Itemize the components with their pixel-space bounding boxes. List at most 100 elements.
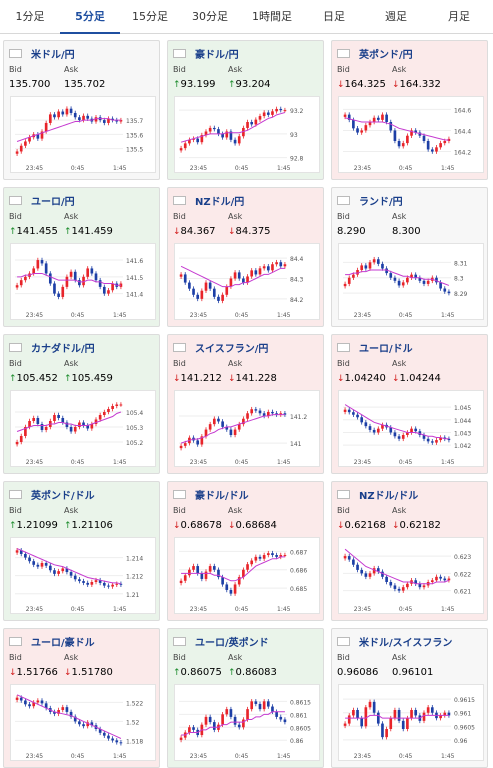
moving-average-line — [181, 711, 285, 736]
card-header: NZドル/円 — [173, 192, 244, 208]
x-tick-label: 0:45 — [235, 606, 249, 613]
card-header: ランド/円 — [337, 192, 403, 208]
tab-15min[interactable]: 15分足 — [132, 10, 168, 23]
rate-card[interactable]: 米ドル/スイスフラン Bid Ask 0.96086 0.96101 0.9615 0.96… — [331, 628, 488, 768]
candle — [229, 429, 233, 435]
y-tick-label: 1.045 — [454, 405, 471, 412]
moving-average-line — [180, 265, 285, 288]
rate-card[interactable]: ランド/円 Bid Ask 8.290 8.300 8.31 8.3 8.29 23:45 0:4… — [331, 187, 488, 327]
rate-card[interactable]: 英ポンド/ドル Bid Ask ↑1.21099 ↑1.21106 1.214 1.212 1… — [3, 481, 160, 621]
currency-pair-title[interactable]: 米ドル/スイスフラン — [359, 637, 453, 649]
rate-card[interactable]: ユーロ/円 Bid Ask ↑141.455 ↑141.459 141.6 141.5 141… — [3, 187, 160, 327]
candle — [447, 438, 451, 441]
candle — [111, 283, 114, 291]
rate-card[interactable]: 英ポンド/円 Bid Ask ↓164.325 ↓164.332 164.6 164.4 16… — [331, 40, 488, 180]
card-header: NZドル/ドル — [337, 486, 418, 502]
tab-5min[interactable]: 5分足 — [60, 0, 120, 34]
rate-card[interactable]: ユーロ/英ポンド Bid Ask ↑0.86075 ↑0.86083 0.8615 0.86… — [167, 628, 324, 768]
tab-1min[interactable]: 1分足 — [15, 10, 45, 23]
currency-pair-title[interactable]: ランド/円 — [359, 196, 403, 208]
moving-average-line — [180, 112, 286, 143]
currency-pair-title[interactable]: 豪ドル/円 — [195, 49, 239, 61]
tab-monthly[interactable]: 月足 — [448, 10, 470, 23]
rate-card[interactable]: 豪ドル/円 Bid Ask ↑93.199 ↑93.204 93.2 93 92.8 23:45… — [167, 40, 324, 180]
candle — [200, 573, 204, 579]
rate-card[interactable]: NZドル/ドル Bid Ask ↓0.62168 ↓0.62182 0.623 0.622 0… — [331, 481, 488, 621]
candle — [212, 418, 216, 425]
candle — [36, 260, 40, 269]
candle — [271, 411, 274, 414]
rate-card[interactable]: ユーロ/豪ドル Bid Ask ↓1.51766 ↓1.51780 1.522 1.52 1.… — [3, 628, 160, 768]
x-tick-label: 0:45 — [71, 606, 85, 613]
candle — [65, 707, 69, 712]
candle — [352, 412, 355, 415]
candle — [356, 414, 359, 418]
candlestick-chart: 1.522 1.52 1.518 23:45 0:45 1:45 — [15, 694, 143, 760]
currency-pair-title[interactable]: ユーロ/豪ドル — [31, 637, 95, 649]
tab-daily[interactable]: 日足 — [323, 10, 345, 23]
bid-value: 135.700 — [9, 79, 51, 90]
currency-pair-title[interactable]: 豪ドル/ドル — [195, 490, 249, 502]
candle — [397, 710, 401, 721]
candle — [283, 110, 287, 112]
rate-card[interactable]: カナダドル/円 Bid Ask ↑105.452 ↑105.459 105.4 105.3 1… — [3, 334, 160, 474]
candle — [200, 290, 204, 299]
candle — [368, 426, 372, 430]
rate-card[interactable]: 豪ドル/ドル Bid Ask ↓0.68678 ↓0.68684 0.687 0.686 0.… — [167, 481, 324, 621]
rate-card[interactable]: スイスフラン/円 Bid Ask ↓141.212 ↓141.228 141.2 141 23… — [167, 334, 324, 474]
rate-card[interactable]: NZドル/円 Bid Ask ↓84.367 ↓84.375 84.4 84.3 84.2 23… — [167, 187, 324, 327]
x-tick-label: 23:45 — [26, 606, 43, 613]
ask-value: 1.51780 — [71, 667, 113, 678]
mini-chart: 1.045 1.044 1.043 1.042 23:45 0:45 1:45 — [338, 390, 484, 467]
candle — [69, 427, 73, 432]
candle — [208, 566, 212, 572]
candle — [401, 435, 405, 439]
currency-pair-title[interactable]: ユーロ/円 — [31, 196, 75, 208]
candle — [381, 263, 384, 269]
x-tick-label: 0:45 — [235, 165, 249, 172]
currency-pair-title[interactable]: NZドル/円 — [195, 196, 245, 208]
candle — [212, 722, 216, 730]
candle — [364, 125, 368, 131]
currency-pair-title[interactable]: スイスフラン/円 — [195, 343, 269, 355]
y-tick-label: 0.685 — [290, 586, 307, 593]
candle — [115, 120, 119, 122]
tab-30min[interactable]: 30分足 — [192, 10, 228, 23]
candle — [356, 270, 359, 275]
ask-value: 105.459 — [71, 373, 113, 384]
tab-1hour[interactable]: 1時間足 — [252, 10, 292, 23]
x-tick-label: 23:45 — [26, 459, 43, 466]
bid-price: ↓164.325 — [337, 79, 386, 90]
y-tick-label: 0.96 — [454, 738, 468, 745]
candle — [102, 412, 106, 415]
bid-value: 141.455 — [16, 226, 58, 237]
ask-value: 8.300 — [392, 226, 421, 237]
candle — [393, 585, 397, 589]
ask-price: ↑0.86083 — [228, 667, 277, 678]
currency-pair-title[interactable]: 英ポンド/円 — [359, 49, 413, 61]
currency-pair-title[interactable]: 米ドル/円 — [31, 49, 75, 61]
currency-pair-title[interactable]: ユーロ/ドル — [359, 343, 413, 355]
y-tick-label: 92.8 — [290, 156, 304, 163]
currency-pair-title[interactable]: ユーロ/英ポンド — [195, 637, 269, 649]
candle — [102, 582, 106, 586]
arrow-down-icon: ↓ — [337, 521, 345, 531]
y-tick-label: 1.212 — [126, 574, 143, 581]
currency-pair-title[interactable]: 英ポンド/ドル — [31, 490, 95, 502]
ask-price: ↓1.04244 — [392, 373, 441, 384]
tab-weekly[interactable]: 週足 — [385, 10, 407, 23]
candle — [397, 280, 401, 286]
candle — [53, 283, 56, 294]
rate-card[interactable]: ユーロ/ドル Bid Ask ↓1.04240 ↓1.04244 1.045 1.044 1.… — [331, 334, 488, 474]
candle — [422, 585, 426, 588]
moving-average-line — [344, 117, 449, 141]
candle — [347, 277, 351, 284]
candle — [279, 716, 283, 720]
currency-pair-title[interactable]: NZドル/ドル — [359, 490, 419, 502]
rate-card[interactable]: 米ドル/円 Bid Ask 135.700 135.702 135.7 135.6 135.5… — [3, 40, 160, 180]
candle — [183, 143, 187, 149]
candle — [73, 112, 77, 118]
candle — [343, 556, 347, 559]
currency-pair-title[interactable]: カナダドル/円 — [31, 343, 95, 355]
x-tick-label: 1:45 — [113, 753, 127, 760]
